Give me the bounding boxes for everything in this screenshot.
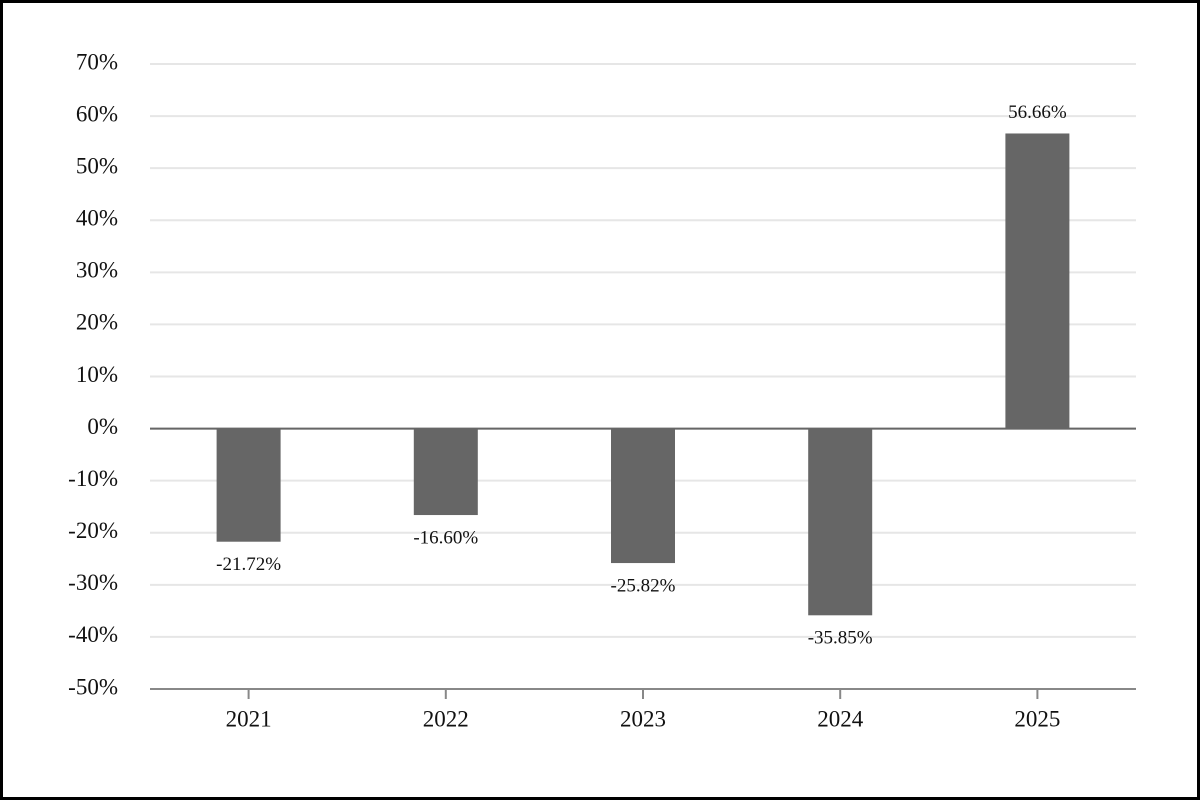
y-tick-label: -20% [68,518,118,543]
bar [808,428,873,616]
y-tick-label: 50% [76,153,118,178]
y-tick-label: 60% [76,101,118,126]
x-tick-label: 2022 [423,706,469,731]
y-tick-label: 30% [76,258,118,283]
y-tick-label: 20% [76,310,118,335]
bar [413,428,478,516]
x-tick-label: 2024 [817,706,864,731]
x-tick-label: 2025 [1014,706,1060,731]
y-tick-label: 40% [76,206,118,231]
y-tick-label: -30% [68,570,118,595]
x-tick-label: 2023 [620,706,666,731]
y-tick-label: 70% [76,49,118,74]
data-label: -16.60% [413,527,478,548]
y-tick-label: -50% [68,674,118,699]
bar [1005,133,1070,429]
data-label: -21.72% [216,554,281,575]
y-tick-label: 0% [87,414,118,439]
bar [216,428,281,542]
y-tick-label: -40% [68,622,118,647]
data-label: 56.66% [1008,102,1067,123]
x-tick-label: 2021 [226,706,272,731]
data-label: -25.82% [611,575,676,596]
data-label: -35.85% [808,628,873,649]
y-tick-label: -10% [68,466,118,491]
y-tick-label: 10% [76,362,118,387]
bar [611,428,675,564]
